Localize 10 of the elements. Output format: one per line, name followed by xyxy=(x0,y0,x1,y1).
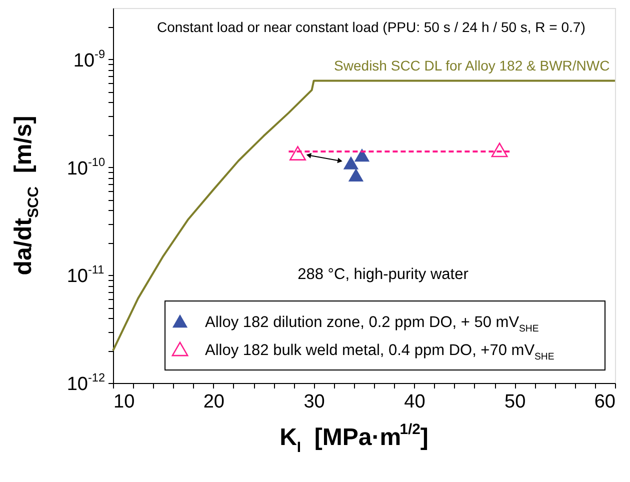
annotation: 288 °C, high-purity water xyxy=(298,266,468,283)
y-axis-title: da/dtSCC [m/s] xyxy=(10,116,42,276)
series-label: Swedish SCC DL for Alloy 182 & BWR/NWC xyxy=(334,58,610,74)
x-tick-label: 40 xyxy=(404,392,426,412)
annotation: Constant load or near constant load (PPU: 50 s / 24 h / 50 s, R = 0.7) xyxy=(156,19,586,35)
x-tick-label: 20 xyxy=(203,392,224,412)
x-tick-label: 50 xyxy=(504,392,526,412)
x-tick-label: 30 xyxy=(304,392,325,412)
x-tick-label: 10 xyxy=(114,392,135,412)
x-tick-label: 60 xyxy=(594,392,616,412)
